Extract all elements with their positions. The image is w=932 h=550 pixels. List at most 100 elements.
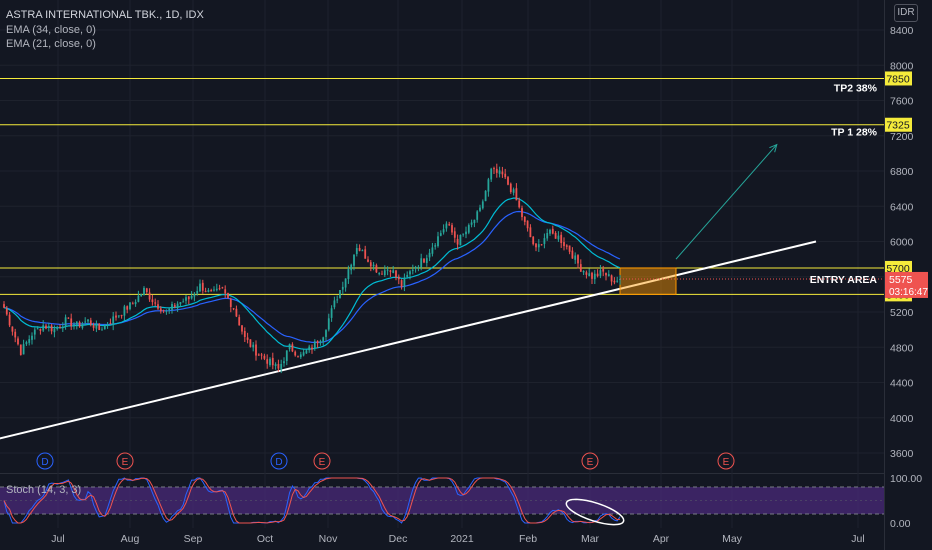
candle-body [406,275,409,277]
stoch-tick-label: 100.00 [890,473,922,485]
candle-body [484,190,487,202]
candle-body [260,354,263,356]
earnings-marker-icon[interactable] [116,452,134,470]
candle-body [381,273,383,275]
candle-body [448,224,451,226]
projection-arrow[interactable] [675,144,778,260]
earnings-marker-icon[interactable] [581,452,599,470]
candle-body [201,282,204,291]
candle-body [372,264,375,267]
time-tick-label: Apr [653,533,670,545]
last-price-badge: 5575 [889,274,913,286]
dividend-marker-letter: D [41,457,48,468]
price-tick-label: 4400 [890,378,914,390]
candle-body [17,338,19,345]
candle-body [532,236,535,245]
candle-body [565,245,568,247]
price-tick-label: 6800 [890,166,914,178]
candle-body [210,290,213,292]
candle-body [333,300,336,308]
dividend-marker-icon[interactable] [270,452,288,470]
ema34-legend[interactable]: EMA (34, close, 0) [6,24,96,36]
candle-body [159,308,162,312]
last-price-badge-bg [885,271,928,298]
price-tick-label: 7200 [890,131,914,143]
candle-body [78,322,81,327]
candle-body [327,318,330,330]
candle-body [378,273,381,275]
candle-body [336,299,339,301]
time-tick-label: Mar [581,533,600,545]
candle-body [610,275,613,282]
candle-body [28,339,31,343]
stoch-legend[interactable]: Stoch (14, 3, 3) [6,484,82,496]
circled-annotation[interactable] [564,494,627,530]
candle-body [266,359,269,364]
earnings-marker-icon[interactable] [313,452,331,470]
price-tick-label: 6400 [890,201,914,213]
candle-body [98,323,101,331]
candle-body [271,357,274,366]
candle-body [417,266,420,269]
entry-zone-box[interactable] [619,267,677,295]
candle-body [355,248,358,254]
price-tick-label: 5200 [890,307,914,319]
time-tick-label: Jul [51,533,64,545]
candle-body [498,170,501,174]
ema21-legend[interactable]: EMA (21, close, 0) [6,38,96,50]
candle-body [154,302,157,304]
candle-body [462,233,465,235]
candle-body [11,326,14,332]
candle-body [246,337,249,340]
candle-body [414,266,417,269]
candle-body [50,325,53,332]
candle-body [353,254,355,266]
candle-body [591,272,593,279]
candle-body [487,179,490,192]
candle-body [579,264,582,272]
candle-body [33,329,36,335]
candle-body [347,269,350,280]
tp1-label: TP 1 28% [831,127,878,139]
candle-body [257,354,260,356]
ascending-trendline[interactable] [0,240,817,445]
candle-body [395,270,397,278]
candle-body [344,278,347,288]
candle-body [22,344,25,355]
candle-body [143,287,145,295]
candle-body [84,321,87,323]
candle-body [190,295,193,299]
horizontal-levels[interactable]: TP2 38% TP 1 28% ENTRY AREA [0,77,884,295]
candle-body [322,337,325,343]
candle-body [411,269,414,271]
time-axis[interactable]: Jul Aug Sep Oct Nov Dec 2021 Feb Mar Apr May Jul [51,533,864,545]
candle-body [25,342,28,345]
candle-body [56,327,59,329]
dividend-marker-icon[interactable] [36,452,54,470]
candle-body [386,269,389,271]
candle-body [87,319,89,322]
chart-title: ASTRA INTERNATIONAL TBK., 1D, IDX [6,9,204,21]
candle-body [420,258,423,268]
candle-body [187,296,190,300]
price-axis[interactable]: 3600400044004800520056006000640068007200… [890,25,914,460]
entry-zone-group[interactable] [619,267,677,295]
candle-body [157,304,159,309]
candle-body [311,347,313,350]
stoch-tick-label: 0.00 [890,518,911,530]
candle-body [512,189,515,193]
candle-body [173,305,176,307]
candle-body [232,308,235,310]
price-badges: 7850732557005400557503:16:47 [620,71,928,302]
currency-button[interactable]: IDR [894,4,918,22]
candle-body [123,306,126,316]
ema34-line [3,210,621,344]
candle-body [221,287,224,289]
candle-body [207,290,210,292]
candle-body [283,361,285,364]
candle-body [218,288,221,290]
earnings-marker-icon[interactable] [717,452,735,470]
resistance-price-badge: 5700 [886,263,910,275]
